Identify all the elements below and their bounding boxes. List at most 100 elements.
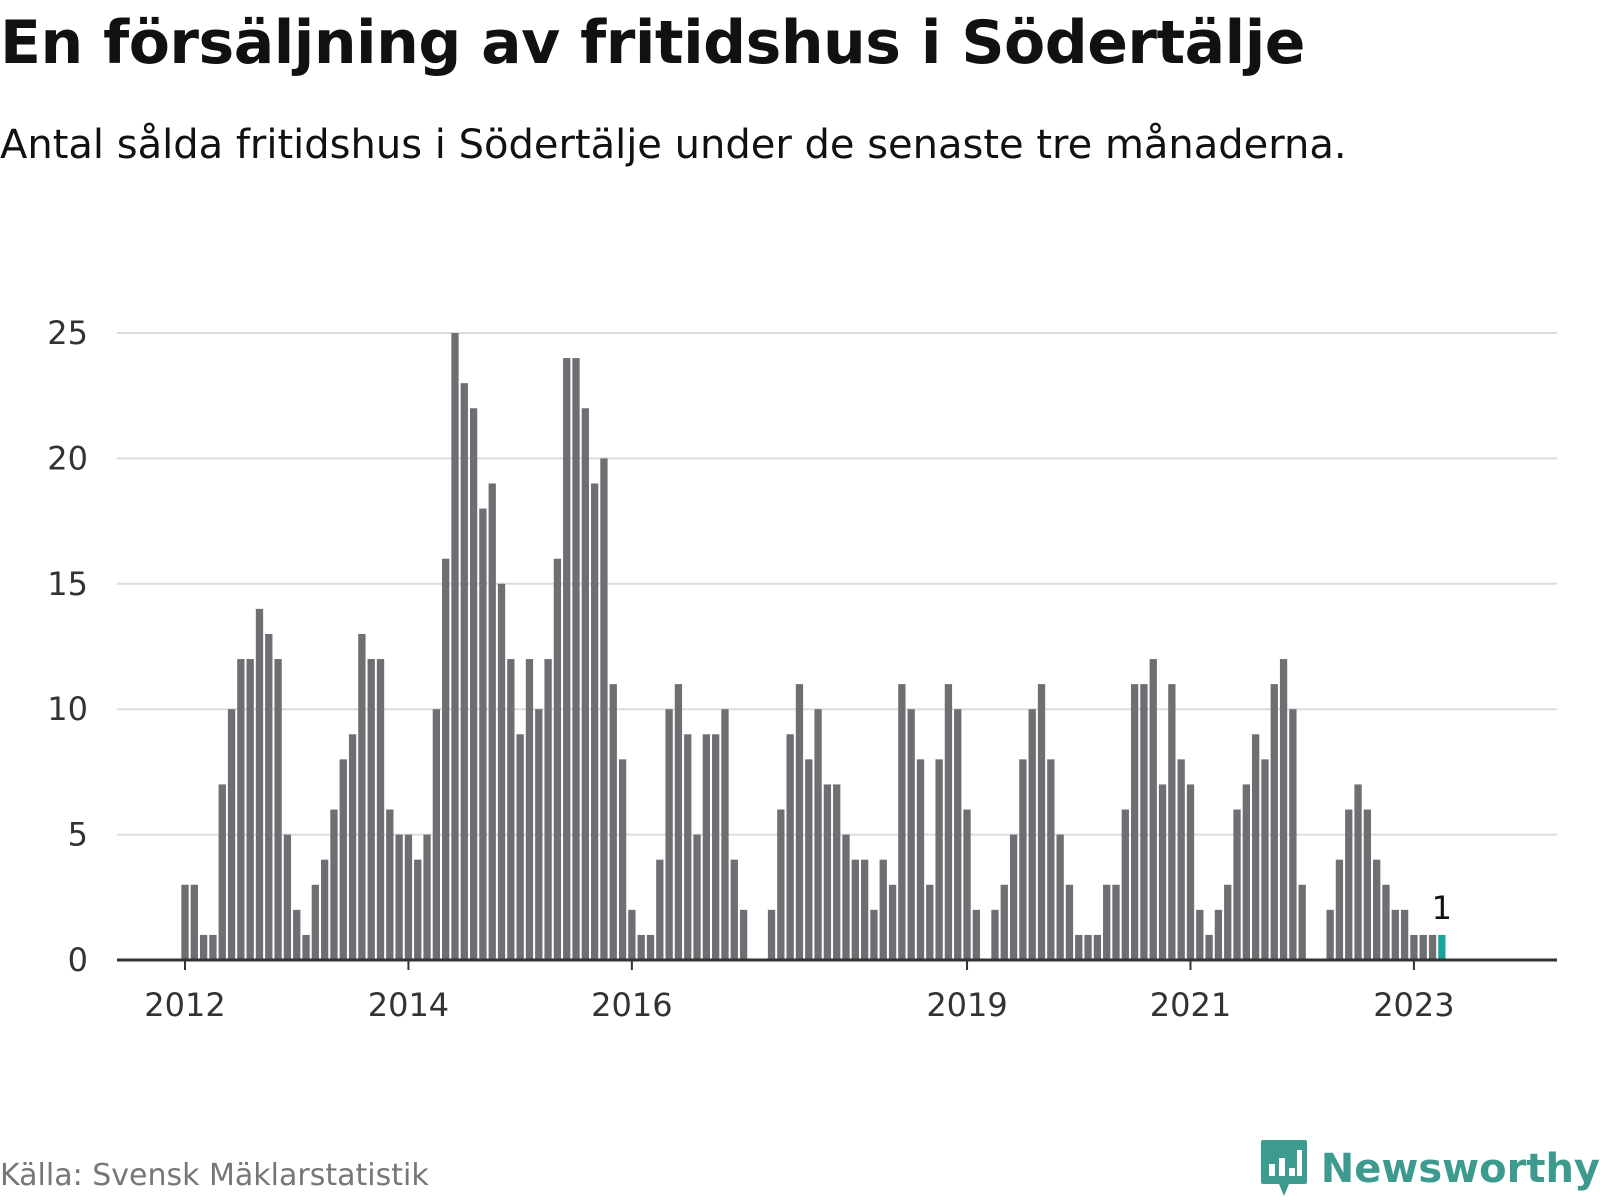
bar <box>581 408 589 960</box>
bar <box>805 759 813 960</box>
chart-subtitle: Antal sålda fritidshus i Södertälje unde… <box>0 122 1347 168</box>
x-tick-label: 2023 <box>1373 986 1454 1024</box>
bar <box>1410 934 1418 960</box>
bar <box>935 759 943 960</box>
bar <box>879 859 887 960</box>
newsworthy-logo-icon <box>1260 1140 1307 1196</box>
bar <box>1242 784 1250 960</box>
bar <box>674 684 683 960</box>
bar <box>404 834 413 960</box>
bar <box>1428 934 1437 960</box>
x-tick-label: 2016 <box>591 986 672 1024</box>
bar <box>730 859 738 960</box>
bar <box>1363 809 1372 960</box>
bar <box>991 909 999 960</box>
bar <box>246 659 254 960</box>
bar <box>227 709 236 960</box>
bar <box>721 709 729 960</box>
y-tick-label: 5 <box>68 816 88 854</box>
bar <box>628 909 636 960</box>
y-tick-label: 25 <box>47 314 88 352</box>
bar <box>395 834 403 960</box>
bar <box>544 659 552 960</box>
bar <box>283 834 292 960</box>
bar-chart: 0 5 10 15 20 25 2012 2014 2016 2019 2021 2023 1 <box>47 314 1557 1024</box>
bar <box>311 884 319 960</box>
bar <box>1298 884 1306 960</box>
bar <box>302 934 310 960</box>
bar <box>1224 884 1232 960</box>
bar <box>1214 909 1223 960</box>
bar <box>1205 934 1213 960</box>
bar <box>1093 934 1102 960</box>
bar <box>665 709 673 960</box>
bar <box>693 834 701 960</box>
bar <box>851 859 859 960</box>
bar <box>1075 934 1083 960</box>
bar <box>535 709 543 960</box>
bar <box>702 734 711 960</box>
labels: 0 5 10 15 20 25 2012 2014 2016 2019 2021 2023 1 <box>47 314 1454 1024</box>
bar <box>507 659 515 960</box>
bar <box>684 734 692 960</box>
bar <box>497 583 506 960</box>
x-tick-label: 2014 <box>368 986 449 1024</box>
x-tick-label: 2012 <box>144 986 225 1024</box>
brand-logo: Newsworthy <box>1259 1138 1600 1200</box>
bar <box>786 734 794 960</box>
bar <box>432 709 441 960</box>
brand-name: Newsworthy <box>1320 1146 1600 1192</box>
bar <box>1140 684 1148 960</box>
bar <box>265 633 273 960</box>
bar <box>348 734 357 960</box>
x-tick-label: 2019 <box>926 986 1007 1024</box>
bar <box>1065 884 1074 960</box>
bar <box>833 784 841 960</box>
bar <box>451 333 459 960</box>
bar <box>293 909 301 960</box>
grid-lines <box>117 332 1557 836</box>
bar <box>442 558 450 960</box>
bar <box>637 934 645 960</box>
bar <box>1345 809 1353 960</box>
y-tick-label: 15 <box>47 565 88 603</box>
bar <box>1056 834 1064 960</box>
bar <box>274 659 282 960</box>
bar <box>823 784 832 960</box>
bar <box>190 884 198 960</box>
bar <box>600 458 608 960</box>
bar <box>525 659 534 960</box>
bar <box>1289 709 1297 960</box>
bar <box>926 884 934 960</box>
bar <box>972 909 980 960</box>
bar <box>842 834 850 960</box>
bar <box>1419 934 1427 960</box>
bar <box>1047 759 1055 960</box>
bar <box>367 659 375 960</box>
bar <box>339 759 347 960</box>
bar <box>199 934 208 960</box>
bar <box>1084 934 1092 960</box>
bar <box>795 684 804 960</box>
bars <box>181 333 1446 961</box>
bar <box>860 859 869 960</box>
y-tick-label: 0 <box>68 941 88 979</box>
bar <box>1037 684 1046 960</box>
bar <box>1028 709 1036 960</box>
bar <box>237 659 245 960</box>
bar <box>376 659 385 960</box>
bar <box>609 684 617 960</box>
bar <box>1009 834 1018 960</box>
bar <box>563 358 571 961</box>
bar <box>386 809 394 960</box>
bar <box>963 809 971 960</box>
bar <box>321 859 329 960</box>
bar <box>209 934 217 960</box>
bar <box>358 633 366 960</box>
bar <box>618 759 627 960</box>
bar <box>553 558 562 960</box>
bar <box>1186 784 1195 960</box>
bar <box>1000 884 1008 960</box>
bar <box>1279 659 1288 960</box>
bar <box>870 909 878 960</box>
